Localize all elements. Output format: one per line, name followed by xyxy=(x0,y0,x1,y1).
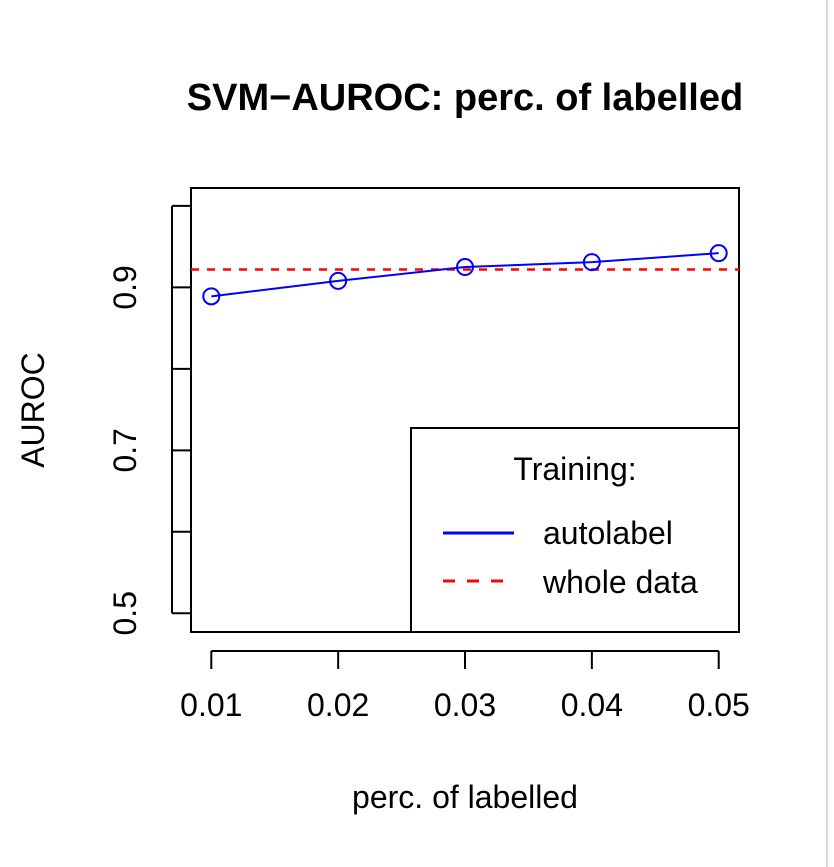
data-point xyxy=(456,258,474,277)
x-tick-label: 0.01 xyxy=(180,687,242,723)
x-tick-label: 0.04 xyxy=(561,687,623,723)
legend-label-whole-data: whole data xyxy=(542,564,698,600)
legend-label-autolabel: autolabel xyxy=(543,515,673,551)
y-axis: 0.5 0.7 0.9 xyxy=(107,204,191,636)
series-layer xyxy=(202,244,728,306)
y-axis-label: AUROC xyxy=(15,352,51,468)
y-tick-label: 0.9 xyxy=(107,265,143,309)
x-tick-label: 0.03 xyxy=(434,687,496,723)
legend-title: Training: xyxy=(513,451,636,487)
x-axis: 0.01 0.02 0.03 0.04 0.05 xyxy=(180,650,750,723)
window-edge-divider xyxy=(826,0,828,867)
y-tick-label: 0.5 xyxy=(107,591,143,635)
legend-box xyxy=(410,427,740,633)
data-point xyxy=(329,271,348,290)
x-axis-label: perc. of labelled xyxy=(352,779,578,815)
x-tick-label: 0.02 xyxy=(307,687,369,723)
series-line-autolabel xyxy=(211,252,719,298)
data-point xyxy=(202,287,221,306)
data-point xyxy=(709,244,728,263)
chart-title: SVM−AUROC: perc. of labelled xyxy=(187,77,743,119)
y-tick-label: 0.7 xyxy=(107,428,143,472)
legend: Training: autolabel whole data xyxy=(410,427,740,633)
data-point xyxy=(582,253,601,272)
x-tick-label: 0.05 xyxy=(688,687,750,723)
